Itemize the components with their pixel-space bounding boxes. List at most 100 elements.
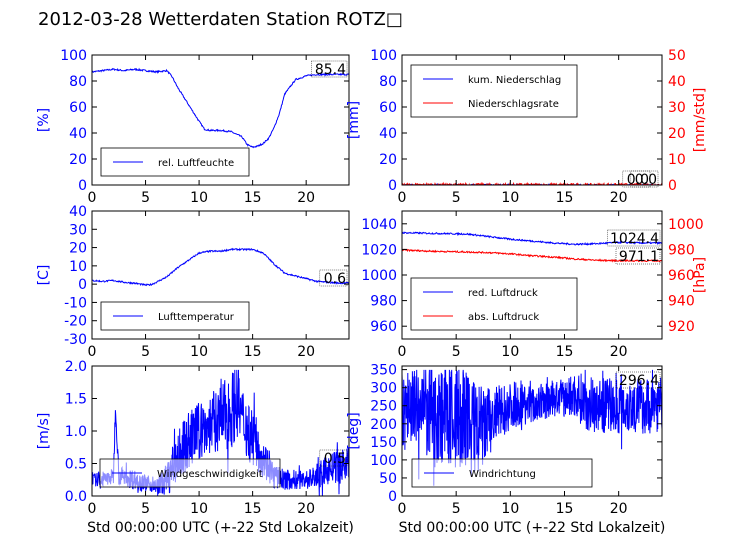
y-tick-label: 1000	[361, 268, 397, 284]
y-tick-label: 80	[69, 74, 87, 90]
legend-entry: kum. Niederschlag	[468, 75, 561, 86]
y-right-tick-label: 50	[668, 48, 686, 64]
axes-frame	[401, 365, 663, 497]
y-right-tick-label: 980	[668, 242, 695, 258]
y-tick-label: 0	[388, 489, 397, 505]
legend: Windgeschwindigkeit	[99, 458, 281, 488]
legend: red. Luftdruck abs. Luftdruck	[410, 277, 578, 331]
x-tick-label: 10	[190, 190, 208, 206]
chart-panel-4: 0 5 10 15 20 960 980 1000 1020 1040 920 940 960 980 10…	[361, 210, 708, 360]
x-tick-label: 5	[141, 190, 150, 206]
current-value-label: 0.0	[627, 172, 649, 188]
y-right-tick-label: 40	[668, 74, 686, 90]
series-line-1	[92, 67, 349, 149]
x-tick-label: 20	[610, 344, 628, 360]
legend-entry: Windrichtung	[469, 469, 536, 480]
y-right-tick-label: 960	[668, 268, 695, 284]
y-tick-label: 100	[370, 48, 397, 64]
y-right-axis-label: [hPa]	[692, 257, 708, 293]
x-tick-label: 15	[244, 344, 262, 360]
x-axis-label: Std 00:00:00 UTC (+-22 Std Lokalzeit)	[87, 520, 354, 536]
current-value-box	[630, 170, 659, 188]
current-value-box	[319, 269, 348, 287]
legend-entry: abs. Luftdruck	[468, 312, 539, 323]
y-right-tick-label: 30	[668, 100, 686, 116]
y-tick-label: 0.5	[65, 457, 87, 473]
y-tick-label: 200	[370, 417, 397, 433]
y-tick-label: 300	[370, 381, 397, 397]
y-tick-label: 10	[69, 259, 87, 275]
axes-frame	[91, 54, 350, 186]
current-value-label: 971.1	[619, 249, 659, 265]
y-right-tick-label: 10	[668, 152, 686, 168]
x-tick-label: 5	[452, 190, 461, 206]
y-tick-label: 100	[370, 453, 397, 469]
legend-frame	[410, 277, 578, 331]
x-tick-label: 15	[556, 501, 574, 517]
x-tick-label: 0	[398, 501, 407, 517]
y-right-tick-label: 20	[668, 126, 686, 142]
y-tick-label: -30	[64, 332, 87, 348]
chart-panel-5: 0 5 10 15 20 0.0 0.5 1.0 1.5 2.0 [m/s] Std 00:00:00…	[36, 359, 354, 536]
current-value-label: 0.5	[324, 451, 346, 467]
y-tick-label: 60	[379, 100, 397, 116]
y-tick-label: 980	[370, 294, 397, 310]
x-tick-label: 20	[297, 344, 315, 360]
current-value-label: 1024.4	[610, 231, 659, 247]
x-tick-label: 20	[610, 501, 628, 517]
current-value-label: 85.4	[315, 62, 346, 78]
x-tick-label: 15	[244, 190, 262, 206]
x-tick-label: 0	[88, 501, 97, 517]
x-tick-label: 5	[141, 344, 150, 360]
x-tick-label: 10	[190, 344, 208, 360]
series-line-2	[402, 248, 662, 263]
y-right-tick-label: 0	[668, 178, 677, 194]
y-tick-label: 1.5	[65, 392, 87, 408]
y-tick-label: 0	[388, 178, 397, 194]
x-tick-label: 0	[398, 344, 407, 360]
chart-panel-1: 0 5 10 15 20 0 20 40 60 80 100 [%] rel. Luftfeuchte 8…	[36, 48, 350, 206]
y-tick-label: 100	[60, 48, 87, 64]
x-tick-label: 10	[501, 344, 519, 360]
y-tick-label: 960	[370, 319, 397, 335]
y-axis-label: [deg]	[346, 412, 362, 449]
chart-panel-3: 0 5 10 15 20 -30 -20 -10 0 10 20 30 40 [C] Lufttempera…	[36, 204, 350, 360]
x-tick-label: 15	[556, 344, 574, 360]
y-tick-label: 2.0	[65, 359, 87, 375]
legend-entry: red. Luftdruck	[468, 288, 538, 299]
x-tick-label: 10	[501, 501, 519, 517]
x-tick-label: 10	[190, 501, 208, 517]
x-tick-label: 15	[556, 190, 574, 206]
y-tick-label: 1020	[361, 242, 397, 258]
y-tick-label: 30	[69, 222, 87, 238]
x-tick-label: 5	[452, 344, 461, 360]
y-right-tick-label: 1000	[668, 217, 704, 233]
x-tick-label: 15	[244, 501, 262, 517]
chart-panel-2: 0 5 10 15 20 0 20 40 60 80 100 0 10 20 30 40 50 [mm] [mm/s…	[346, 48, 708, 206]
series-line-1	[402, 231, 662, 246]
series-line-1	[92, 247, 349, 287]
y-right-axis-label: [mm/std]	[692, 88, 708, 153]
legend-entry: rel. Luftfeuchte	[158, 158, 234, 169]
y-tick-label: 80	[379, 74, 397, 90]
y-tick-label: 0.0	[65, 489, 87, 505]
y-tick-label: 40	[69, 126, 87, 142]
y-tick-label: 20	[69, 241, 87, 257]
x-axis-label: Std 00:00:00 UTC (+-22 Std Lokalzeit)	[399, 520, 666, 536]
legend-entry: Lufttemperatur	[158, 312, 235, 323]
legend-entry: Niederschlagsrate	[468, 99, 559, 110]
x-tick-label: 20	[297, 501, 315, 517]
y-axis-label: [m/s]	[36, 413, 52, 450]
legend-entry: Windgeschwindigkeit	[157, 469, 263, 480]
current-value-box	[319, 449, 348, 467]
y-tick-label: 1040	[361, 217, 397, 233]
x-tick-label: 0	[88, 344, 97, 360]
legend: Windrichtung	[411, 458, 593, 488]
y-tick-label: 250	[370, 399, 397, 415]
y-axis-label: [mm]	[346, 101, 362, 139]
axes-frame	[401, 54, 663, 186]
y-axis-label: [%]	[36, 108, 52, 132]
x-tick-label: 0	[398, 190, 407, 206]
y-right-tick-label: 920	[668, 319, 695, 335]
